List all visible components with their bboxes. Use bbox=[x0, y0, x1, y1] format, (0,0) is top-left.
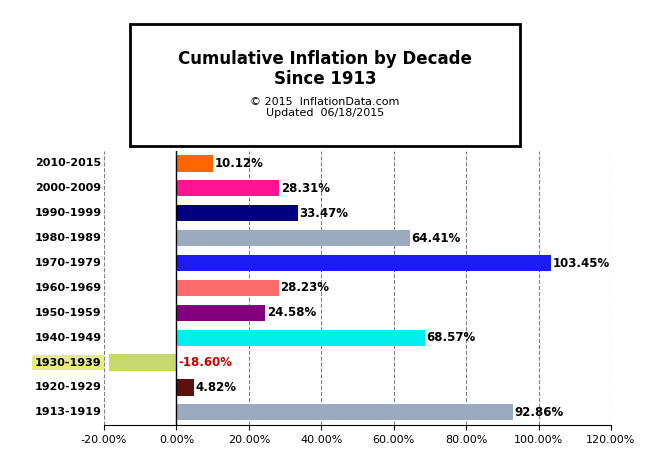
Bar bbox=[176, 230, 410, 246]
Bar bbox=[176, 205, 298, 221]
Bar bbox=[176, 280, 279, 296]
Text: 92.86%: 92.86% bbox=[515, 406, 564, 419]
Text: 10.12%: 10.12% bbox=[215, 157, 264, 170]
Text: 68.57%: 68.57% bbox=[426, 331, 476, 344]
Text: 1920-1929: 1920-1929 bbox=[34, 382, 101, 393]
Bar bbox=[109, 354, 176, 371]
Bar bbox=[176, 180, 279, 196]
Text: -18.60%: -18.60% bbox=[178, 356, 232, 369]
Text: 1940-1949: 1940-1949 bbox=[34, 333, 101, 343]
Text: 2010-2015: 2010-2015 bbox=[35, 159, 101, 169]
Text: © 2015  InflationData.com
Updated  06/18/2015: © 2015 InflationData.com Updated 06/18/2… bbox=[250, 97, 400, 118]
Bar bbox=[176, 155, 213, 172]
Text: 1970-1979: 1970-1979 bbox=[34, 258, 101, 268]
Bar bbox=[176, 329, 424, 346]
Text: 1950-1959: 1950-1959 bbox=[35, 308, 101, 318]
Text: 103.45%: 103.45% bbox=[553, 257, 610, 270]
Text: 28.23%: 28.23% bbox=[280, 281, 330, 295]
Text: 2000-2009: 2000-2009 bbox=[35, 183, 101, 194]
Bar bbox=[176, 255, 551, 271]
Bar bbox=[176, 379, 194, 396]
Text: © 2015  InflationData.com
Updated  06/18/2015: © 2015 InflationData.com Updated 06/18/2… bbox=[250, 106, 400, 128]
Text: Cumulative Inflation by Decade
Since 1913: Cumulative Inflation by Decade Since 191… bbox=[178, 57, 472, 95]
Text: 64.41%: 64.41% bbox=[411, 232, 461, 244]
Text: 1960-1969: 1960-1969 bbox=[34, 283, 101, 293]
Bar bbox=[176, 305, 265, 321]
Text: 1930-1939: 1930-1939 bbox=[35, 358, 101, 368]
Text: 1913-1919: 1913-1919 bbox=[34, 407, 101, 417]
Text: Cumulative Inflation by Decade
Since 1913: Cumulative Inflation by Decade Since 191… bbox=[178, 50, 472, 88]
Text: 1990-1999: 1990-1999 bbox=[34, 208, 101, 218]
Text: 4.82%: 4.82% bbox=[196, 381, 237, 394]
Text: 28.31%: 28.31% bbox=[281, 182, 330, 195]
Text: 1980-1989: 1980-1989 bbox=[34, 233, 101, 243]
Text: 24.58%: 24.58% bbox=[267, 306, 317, 319]
Bar bbox=[176, 404, 513, 421]
Text: 33.47%: 33.47% bbox=[300, 207, 348, 220]
